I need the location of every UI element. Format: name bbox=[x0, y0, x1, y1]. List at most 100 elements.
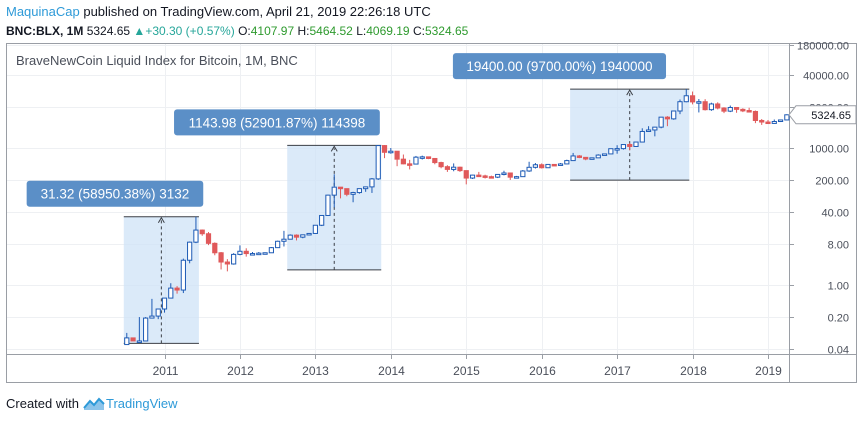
symbol-label: BNC:BLX, 1M bbox=[6, 24, 84, 38]
candle-body bbox=[683, 95, 689, 103]
candle-body bbox=[174, 287, 180, 291]
candle-body bbox=[199, 229, 205, 235]
candle-body bbox=[595, 154, 601, 159]
tradingview-logo-icon bbox=[83, 397, 105, 410]
candle-body bbox=[457, 166, 463, 172]
candle-body bbox=[513, 176, 520, 179]
candle-body bbox=[155, 308, 161, 317]
time-axis[interactable]: 2011 2012 2013 2014 2015 2016 2017 2018 2019 bbox=[153, 354, 783, 378]
range-arrow-icon bbox=[157, 216, 165, 224]
candle-body bbox=[520, 170, 526, 178]
price-tick-label: 40000.00 bbox=[803, 71, 849, 83]
candle-body bbox=[363, 186, 369, 190]
candle-body bbox=[218, 252, 224, 263]
price-tick-label: 1.00 bbox=[828, 281, 849, 293]
tradingview-brand[interactable]: TradingView bbox=[105, 396, 178, 411]
candle-body bbox=[463, 170, 469, 179]
candle-body bbox=[652, 126, 658, 131]
price-tick-label: 0.04 bbox=[828, 345, 849, 357]
low-value: 4069.19 bbox=[366, 24, 410, 38]
candle-body bbox=[488, 176, 494, 179]
candle-body bbox=[627, 144, 633, 147]
candle-body bbox=[620, 144, 627, 150]
candle-body bbox=[168, 287, 174, 299]
candle-body bbox=[161, 297, 168, 310]
chart-title: BraveNewCoin Liquid Index for Bitcoin, 1… bbox=[16, 53, 298, 68]
change-value: +30.30 (+0.57%) bbox=[145, 24, 235, 38]
candle-body bbox=[444, 166, 450, 170]
time-tick-label: 2019 bbox=[755, 364, 782, 378]
range-arrow-icon bbox=[626, 89, 634, 96]
candle-body bbox=[356, 188, 362, 194]
last-price-tag bbox=[788, 105, 857, 125]
candle-body bbox=[645, 129, 652, 132]
candle-body bbox=[312, 224, 318, 234]
candle-body bbox=[337, 186, 344, 190]
candle-body bbox=[451, 166, 457, 170]
candle-body bbox=[740, 108, 746, 112]
candle-body bbox=[124, 337, 130, 346]
time-tick-label: 2012 bbox=[227, 364, 254, 378]
candle-body bbox=[231, 253, 237, 265]
candle-body bbox=[771, 121, 777, 124]
time-tick-label: 2011 bbox=[153, 364, 179, 378]
candle-body bbox=[677, 101, 683, 112]
candle-body bbox=[733, 106, 740, 110]
candle-body bbox=[759, 119, 765, 123]
time-tick-label: 2015 bbox=[453, 364, 480, 378]
candle-body bbox=[614, 148, 620, 151]
close-value: 5324.65 bbox=[424, 24, 469, 38]
candle-body bbox=[287, 234, 293, 240]
candle-body bbox=[369, 178, 375, 188]
time-tick-label: 2017 bbox=[604, 364, 631, 378]
candle-body bbox=[671, 110, 677, 120]
publisher-name[interactable]: MaquinaCap bbox=[6, 4, 80, 19]
candle-body bbox=[293, 234, 300, 238]
candle-body bbox=[400, 158, 406, 165]
time-tick-label: 2014 bbox=[378, 364, 405, 378]
candle-body bbox=[526, 166, 532, 172]
price-axis[interactable]: 180000.0040000.008000.001000.00200.0040.… bbox=[788, 41, 857, 357]
candle-body bbox=[180, 259, 186, 291]
candle-body bbox=[476, 174, 482, 178]
candle-body bbox=[394, 150, 400, 160]
footer: Created with TradingView bbox=[6, 396, 178, 411]
candle-body bbox=[570, 155, 576, 162]
candle-body bbox=[388, 150, 394, 154]
range-annotations[interactable]: 31.32 (58950.38%) 3132 1143.98 (52901.87%… bbox=[26, 53, 690, 344]
candle-body bbox=[212, 242, 218, 254]
candle-body bbox=[507, 172, 513, 178]
candle-body bbox=[319, 214, 325, 226]
candle-body bbox=[696, 101, 702, 104]
price-tick-label: 8.00 bbox=[828, 240, 849, 252]
candle-body bbox=[495, 173, 501, 178]
candle-body bbox=[576, 155, 583, 158]
candle-body bbox=[784, 114, 790, 121]
candle-body bbox=[551, 163, 557, 167]
candle-body bbox=[539, 164, 545, 169]
price-tick-label: 200.00 bbox=[815, 176, 849, 188]
candle-body bbox=[689, 95, 696, 103]
candle-body bbox=[702, 101, 708, 111]
candle-body bbox=[205, 233, 212, 244]
created-with-label: Created with bbox=[6, 396, 79, 411]
candle-body bbox=[268, 247, 274, 254]
candle-body bbox=[727, 106, 733, 112]
candle-body bbox=[249, 253, 256, 256]
up-arrow-icon: ▲ bbox=[133, 24, 146, 38]
candle-body bbox=[407, 163, 413, 166]
range-label: 19400.00 (9700.00%) 1940000 bbox=[466, 59, 652, 74]
price-chart[interactable]: 31.32 (58950.38%) 3132 1143.98 (52901.87%… bbox=[0, 0, 865, 392]
candle-body bbox=[432, 157, 438, 164]
candle-body bbox=[275, 240, 281, 249]
candle-body bbox=[557, 163, 564, 166]
candle-body bbox=[601, 153, 608, 156]
candle-body bbox=[482, 175, 488, 178]
open-value: 4107.97 bbox=[250, 24, 295, 38]
time-tick-label: 2016 bbox=[529, 364, 556, 378]
range-label: 31.32 (58950.38%) 3132 bbox=[41, 187, 190, 202]
candle-body bbox=[224, 261, 230, 265]
candle-body bbox=[664, 116, 671, 120]
candle-body bbox=[589, 157, 595, 160]
candle-body bbox=[746, 110, 752, 113]
